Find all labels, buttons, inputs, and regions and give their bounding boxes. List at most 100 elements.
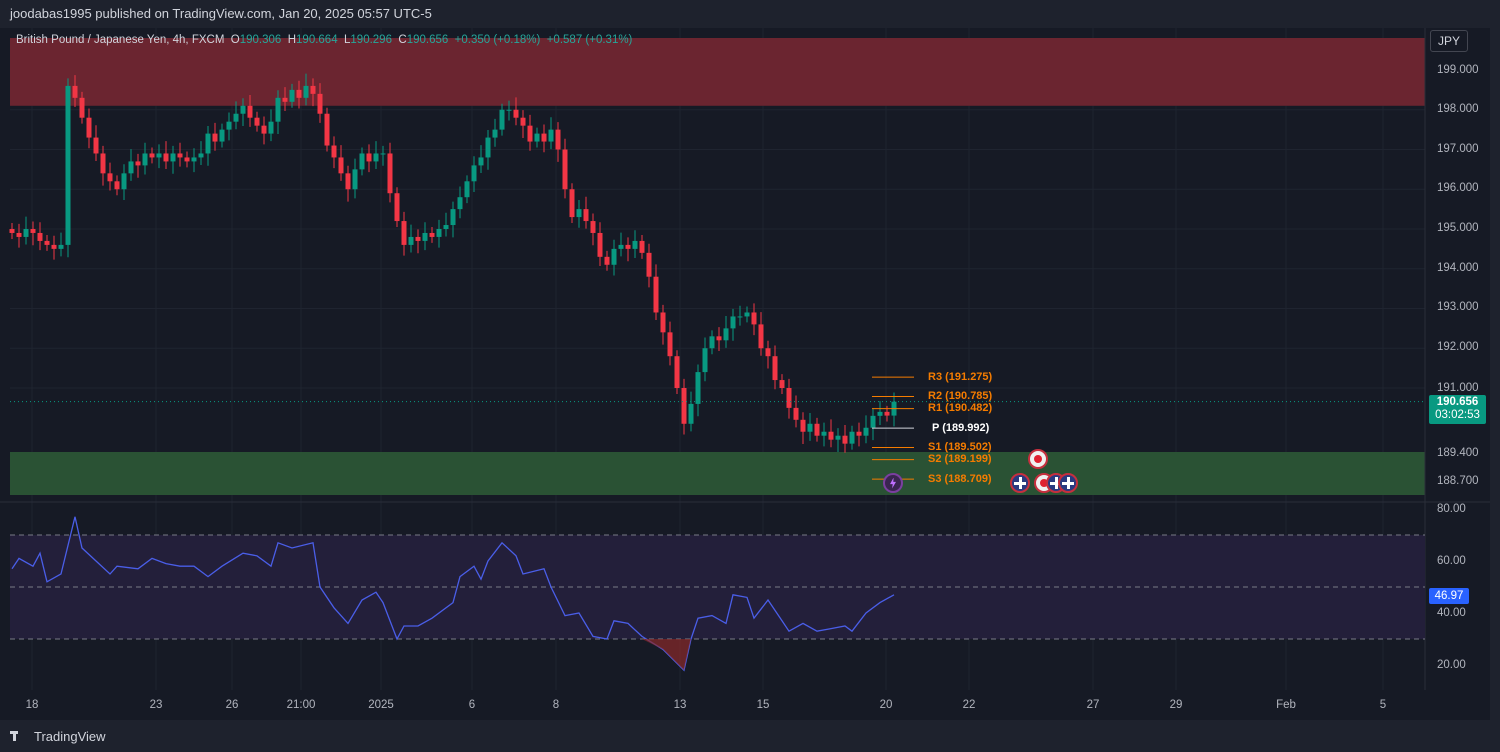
candle-up — [506, 109, 512, 111]
candle-up — [198, 153, 204, 158]
candle-down — [765, 348, 771, 357]
candle-down — [716, 336, 722, 341]
rsi-band — [10, 535, 1425, 639]
candle-down — [30, 229, 36, 233]
candle-down — [345, 173, 351, 190]
candle-up — [275, 97, 281, 122]
candle-up — [191, 157, 197, 162]
uk-flag-event-icon[interactable] — [1010, 473, 1030, 493]
candle-down — [646, 252, 652, 277]
price-axis-label: 188.700 — [1437, 475, 1479, 487]
time-axis-label: 15 — [756, 699, 770, 711]
candle-down — [401, 221, 407, 245]
candle-down — [100, 153, 106, 174]
open-value: 190.306 — [239, 34, 282, 46]
candle-up — [702, 348, 708, 373]
candle-down — [562, 149, 568, 190]
time-axis-label: 29 — [1169, 699, 1183, 711]
candle-down — [44, 240, 50, 245]
price-axis-label: 199.000 — [1437, 64, 1479, 76]
scrollbar[interactable] — [1490, 28, 1500, 720]
candle-up — [450, 209, 456, 226]
chart-canvas[interactable] — [0, 0, 1490, 720]
uk-flag-event-icon[interactable] — [1058, 473, 1078, 493]
candle-up — [240, 105, 246, 114]
price-axis-label: 191.000 — [1437, 382, 1479, 394]
candle-down — [212, 133, 218, 142]
candle-down — [772, 356, 778, 381]
candle-up — [534, 133, 540, 142]
pivot-label: S1 (189.502) — [928, 441, 992, 454]
symbol-legend: British Pound / Japanese Yen, 4h, FXCM O… — [16, 34, 632, 46]
candle-down — [653, 276, 659, 313]
candle-up — [226, 121, 232, 130]
price-axis-label: 192.000 — [1437, 341, 1479, 353]
candle-down — [37, 232, 43, 241]
pivot-label: S2 (189.199) — [928, 453, 992, 466]
candle-up — [380, 153, 386, 155]
pivot-label: R3 (191.275) — [928, 370, 993, 383]
time-axis-label: 27 — [1086, 699, 1100, 711]
candle-down — [387, 153, 393, 194]
price-axis-label: 194.000 — [1437, 262, 1479, 274]
rsi-oversold-fill — [642, 639, 691, 671]
candle-down — [814, 423, 820, 436]
candle-up — [373, 153, 379, 162]
candle-down — [310, 85, 316, 94]
time-axis-label: 5 — [1379, 699, 1387, 711]
japan-flag-event-icon[interactable] — [1028, 449, 1048, 469]
candle-down — [114, 181, 120, 190]
candle-down — [842, 435, 848, 444]
price-axis-label: 195.000 — [1437, 222, 1479, 234]
price-axis-label: 196.000 — [1437, 182, 1479, 194]
candle-down — [527, 125, 533, 142]
japan-flag-glyph — [1034, 455, 1042, 463]
rsi-axis-label: 40.00 — [1437, 607, 1466, 619]
candle-down — [751, 312, 757, 325]
rsi-value-tag: 46.97 — [1429, 588, 1469, 604]
candle-down — [72, 85, 78, 98]
price-axis-label: 197.000 — [1437, 143, 1479, 155]
candle-down — [639, 240, 645, 253]
rsi-axis-label: 60.00 — [1437, 555, 1466, 567]
time-axis-label: 21:00 — [286, 699, 316, 711]
high-value: 190.664 — [296, 34, 338, 46]
candle-down — [93, 137, 99, 154]
candle-down — [163, 153, 169, 162]
resistance-zone — [10, 38, 1425, 106]
close-value: 190.656 — [406, 34, 449, 46]
lightning-event-icon[interactable] — [883, 473, 903, 493]
candle-down — [79, 97, 85, 118]
candle-down — [9, 229, 15, 233]
low-label: L — [344, 34, 351, 46]
candle-up — [359, 153, 365, 170]
time-axis-label: 23 — [149, 699, 163, 711]
uk-flag-glyph — [1062, 477, 1074, 489]
price-axis-label: 198.000 — [1437, 103, 1479, 115]
currency-button[interactable]: JPY — [1430, 30, 1468, 52]
candle-up — [156, 153, 162, 158]
candle-down — [513, 109, 519, 118]
candle-down — [16, 232, 22, 237]
candle-up — [737, 316, 743, 318]
rsi-axis-label: 20.00 — [1437, 659, 1466, 671]
candle-down — [107, 173, 113, 182]
open-label: O — [230, 34, 240, 46]
candle-down — [583, 209, 589, 222]
japan-flag-glyph — [1040, 479, 1048, 487]
candle-up — [835, 435, 841, 440]
pivot-label: S3 (188.709) — [928, 472, 992, 485]
pivot-label: R2 (190.785) — [928, 390, 993, 403]
footer-brand: TradingView — [34, 728, 106, 744]
candle-down — [569, 189, 575, 218]
support-zone — [10, 452, 1425, 495]
change-value: +0.350 (+0.18%) — [454, 34, 541, 46]
rsi-axis-label: 80.00 — [1437, 503, 1466, 515]
candle-down — [338, 157, 344, 174]
time-axis-label: Feb — [1276, 699, 1296, 711]
candle-up — [709, 336, 715, 349]
candle-down — [296, 89, 302, 98]
bar-countdown: 03:02:53 — [1435, 409, 1480, 421]
candle-down — [681, 388, 687, 424]
price-axis-label: 189.400 — [1437, 447, 1479, 459]
